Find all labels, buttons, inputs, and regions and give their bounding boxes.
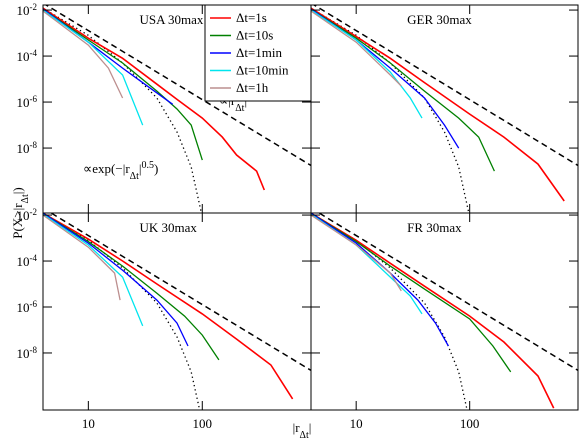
y-tick-label: 10-4 bbox=[17, 48, 38, 64]
y-tick-base: 10 bbox=[17, 300, 30, 315]
series-line bbox=[43, 10, 124, 99]
panel bbox=[311, 5, 578, 213]
y-tick-label: 10-8 bbox=[17, 140, 38, 156]
series-line bbox=[311, 9, 423, 119]
panel-title: FR 30max bbox=[407, 220, 462, 235]
legend-label: Δt=10min bbox=[236, 63, 289, 78]
legend-label: Δt=1s bbox=[236, 10, 267, 25]
y-tick-base: 10 bbox=[17, 254, 30, 269]
series-line bbox=[311, 213, 423, 315]
y-tick-base: 10 bbox=[17, 95, 30, 110]
dotted-line bbox=[43, 213, 201, 410]
panel-title: GER 30max bbox=[407, 12, 472, 27]
dotted-line bbox=[43, 7, 203, 213]
y-tick-exp: -8 bbox=[30, 345, 38, 355]
y-tick-exp: -2 bbox=[30, 207, 38, 217]
y-tick-label: 10-4 bbox=[17, 253, 38, 269]
x-tick-label: 10 bbox=[82, 416, 95, 431]
y-tick-exp: -2 bbox=[30, 2, 38, 12]
text-part: Δt bbox=[130, 171, 139, 182]
text-part: | bbox=[139, 161, 142, 176]
y-tick-label: 10-6 bbox=[17, 94, 38, 110]
y-tick-label: 10-6 bbox=[17, 299, 38, 315]
y-tick-base: 10 bbox=[17, 3, 30, 18]
y-tick-base: 10 bbox=[17, 346, 30, 361]
x-axis-label: |rΔt| bbox=[293, 420, 312, 439]
panel-title: USA 30max bbox=[139, 12, 203, 27]
y-tick-exp: -4 bbox=[30, 48, 38, 58]
text-part: Δt bbox=[20, 194, 31, 203]
text-part: P(X>|r bbox=[10, 203, 25, 239]
y-tick-exp: -4 bbox=[30, 253, 38, 263]
y-axis-label: P(X>|rΔt|) bbox=[10, 187, 31, 238]
panel-frame bbox=[310, 212, 579, 411]
series-line bbox=[43, 213, 144, 327]
series-line bbox=[43, 213, 189, 347]
series-line bbox=[43, 214, 121, 301]
y-tick-base: 10 bbox=[17, 141, 30, 156]
legend-label: Δt=1min bbox=[236, 45, 283, 60]
x-tick-label: 10 bbox=[350, 416, 363, 431]
series-line bbox=[43, 8, 203, 161]
x-tick-label: 100 bbox=[460, 416, 480, 431]
series-line bbox=[43, 9, 144, 126]
dotted-line bbox=[311, 213, 468, 410]
text-part: 0.5 bbox=[141, 160, 154, 171]
dashed-line bbox=[44, 5, 311, 167]
panel bbox=[311, 213, 578, 410]
series-line bbox=[311, 213, 449, 347]
text-part: | bbox=[309, 420, 312, 435]
y-tick-label: 10-2 bbox=[17, 2, 38, 18]
text-part: ∝exp(−|r bbox=[83, 161, 130, 176]
series-line bbox=[311, 214, 402, 292]
series-line bbox=[311, 213, 512, 373]
series-line bbox=[43, 7, 266, 191]
dotted-line bbox=[311, 7, 470, 213]
panel bbox=[43, 213, 311, 410]
y-tick-exp: -8 bbox=[30, 140, 38, 150]
dashed-line bbox=[49, 213, 311, 372]
text-part: |r bbox=[293, 420, 301, 435]
x-tick-label: 100 bbox=[193, 416, 213, 431]
y-tick-exp: -6 bbox=[30, 94, 38, 104]
dashed-line bbox=[312, 5, 578, 167]
series-line bbox=[311, 10, 402, 87]
panel-title: UK 30max bbox=[139, 220, 197, 235]
y-tick-base: 10 bbox=[17, 49, 30, 64]
text-part: ) bbox=[154, 161, 158, 176]
series-line bbox=[311, 213, 555, 409]
legend-label: Δt=1h bbox=[236, 80, 269, 95]
legend-label: Δt=10s bbox=[236, 28, 273, 43]
y-tick-label: 10-2 bbox=[17, 207, 38, 223]
series-line bbox=[311, 8, 460, 149]
panel-frame bbox=[42, 212, 312, 411]
series-line bbox=[43, 213, 220, 361]
y-tick-base: 10 bbox=[17, 208, 30, 223]
text-part: Δt bbox=[235, 103, 244, 114]
panel bbox=[43, 5, 311, 213]
series-line bbox=[311, 7, 565, 202]
text-part: Δt bbox=[300, 430, 309, 439]
y-tick-exp: -6 bbox=[30, 299, 38, 309]
y-tick-label: 10-8 bbox=[17, 345, 38, 361]
dashed-line bbox=[317, 213, 578, 372]
text-part: |) bbox=[10, 187, 25, 194]
series-line bbox=[43, 213, 294, 400]
annotation: ∝exp(−|rΔt|0.5) bbox=[83, 160, 158, 182]
series-line bbox=[311, 8, 495, 172]
